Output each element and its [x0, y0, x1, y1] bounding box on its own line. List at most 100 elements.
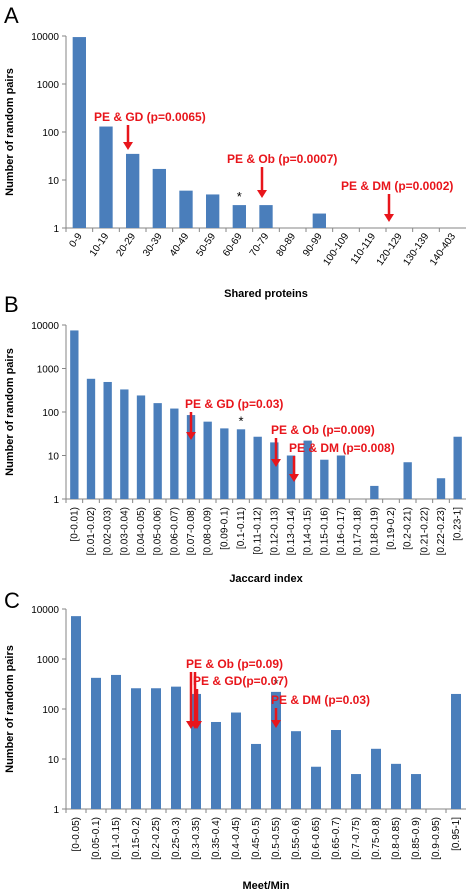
bar: [186, 415, 196, 499]
bar: [451, 693, 461, 809]
y-tick-label: 10: [48, 755, 60, 766]
x-tick-label: [0.25-0.3): [171, 817, 182, 860]
x-tick-label: [0.11-0.12): [253, 507, 264, 555]
bar: [111, 674, 121, 809]
bar: [70, 330, 79, 499]
x-tick-label: 140-403: [428, 231, 458, 268]
bar: [411, 774, 421, 809]
bar: [86, 378, 96, 499]
x-tick-label: 80-89: [274, 231, 298, 259]
bar: [72, 37, 86, 228]
x-axis-label: Shared proteins: [224, 288, 308, 300]
x-tick-label: 0-9: [67, 231, 85, 250]
bar: [206, 194, 220, 228]
bar: [286, 455, 296, 499]
bar: [211, 721, 221, 809]
y-tick-label: 100: [42, 128, 59, 139]
x-tick-label: [0.15-0.2): [131, 817, 142, 860]
bar: [320, 459, 329, 499]
x-tick-label: [0.18-0.19): [369, 507, 380, 555]
bar: [203, 421, 212, 499]
x-tick-label: 50-59: [194, 231, 218, 259]
annotation-arrow-head: [123, 142, 133, 150]
x-tick-label: [0.7-0.75): [351, 817, 362, 860]
y-tick-label: 1: [53, 805, 59, 816]
bar: [120, 389, 129, 499]
significance-star: *: [237, 189, 242, 204]
x-tick-label: [0.75-0.8): [371, 817, 382, 860]
x-tick-label: 10-19: [88, 231, 112, 259]
x-tick-label: [0.14-0.15): [303, 507, 314, 555]
bar: [232, 205, 246, 228]
annotation-label: PE & DM (p=0.03): [271, 693, 370, 707]
annotation-label: PE & DM (p=0.0002): [341, 179, 453, 193]
x-tick-label: 100-109: [321, 231, 351, 268]
x-tick-label: [0.4-0.45): [231, 817, 242, 860]
x-tick-label: [0.95-1]: [451, 817, 462, 851]
bar: [312, 213, 326, 228]
x-tick-label: [0.5-0.55): [271, 817, 282, 860]
annotation-arrow-head: [271, 720, 281, 728]
x-tick-label: 90-99: [301, 231, 325, 259]
y-tick-label: 10: [48, 452, 60, 463]
bar: [331, 730, 341, 809]
bar: [370, 485, 379, 499]
annotation-arrow-head: [186, 432, 196, 440]
y-tick-label: 1000: [37, 655, 60, 666]
x-tick-label: [0.04-0.05): [136, 507, 147, 555]
bar: [259, 205, 273, 228]
x-tick-label: [0.13-0.14): [286, 507, 297, 555]
bar: [151, 688, 161, 809]
x-tick-label: [0.02-0.03): [103, 507, 114, 555]
bar: [391, 763, 401, 809]
x-tick-label: [0.15-0.16): [319, 507, 330, 555]
bar: [371, 748, 381, 809]
annotation-label: PE & DM (p=0.008): [289, 441, 395, 455]
x-tick-label: [0.23-1]: [453, 507, 464, 541]
bar: [436, 478, 446, 499]
panel-label: B: [4, 292, 19, 317]
chart-panel-a: A Number of random pairs 1 10 100 1000 10000 0-…: [4, 3, 466, 300]
y-tick-label: 10000: [31, 605, 59, 616]
panel-label: C: [4, 588, 20, 613]
chart-panel-b: B Number of random pairs 1 10 100 1000 10000 [0…: [4, 292, 466, 585]
x-tick-label: [0.16-0.17): [336, 507, 347, 555]
x-tick-label: [0.22-0.23): [436, 507, 447, 555]
annotation-arrow-head: [271, 459, 281, 467]
y-tick-label: 100: [42, 705, 59, 716]
x-tick-label: 20-29: [114, 231, 138, 259]
x-tick-label: [0.19-0.2): [386, 507, 397, 550]
bar: [453, 436, 462, 499]
bar: [351, 774, 361, 809]
x-tick-label: [0.01-0.02): [86, 507, 97, 555]
x-tick-label: 120-129: [375, 231, 405, 268]
x-tick-label: [0-0.05): [71, 817, 82, 851]
bar: [303, 440, 312, 499]
bar: [271, 691, 281, 809]
bar: [99, 126, 113, 228]
y-tick-label: 10000: [31, 321, 59, 332]
significance-star: *: [273, 676, 278, 691]
bar: [251, 743, 261, 809]
bar: [253, 436, 262, 499]
bar: [170, 408, 179, 499]
y-tick-label: 1: [53, 495, 59, 506]
x-tick-label: [0.35-0.4): [211, 817, 222, 860]
x-tick-label: [0.05-0.06): [153, 507, 164, 555]
x-tick-label: [0.06-0.07): [169, 507, 180, 555]
x-tick-label: [0.9-0.95): [431, 817, 442, 860]
x-tick-label: [0.8-0.85): [391, 817, 402, 860]
x-axis-label: Meet/Min: [242, 880, 289, 892]
x-tick-label: [0.05-0.1): [91, 817, 102, 860]
x-tick-label: 40-49: [168, 231, 192, 259]
chart-panel-c: C Number of random pairs 1 10 100 1000 10000 [0…: [4, 588, 466, 892]
panel-label: A: [4, 3, 19, 28]
annotation-label: PE & GD (p=0.0065): [94, 110, 206, 124]
annotation-label: PE & Ob (p=0.009): [271, 423, 375, 437]
x-tick-label: [0.2-0.21): [403, 507, 414, 550]
bar: [152, 168, 166, 228]
x-tick-label: [0.21-0.22): [419, 507, 430, 555]
bar: [311, 766, 321, 809]
annotation-arrow-head: [192, 721, 202, 729]
